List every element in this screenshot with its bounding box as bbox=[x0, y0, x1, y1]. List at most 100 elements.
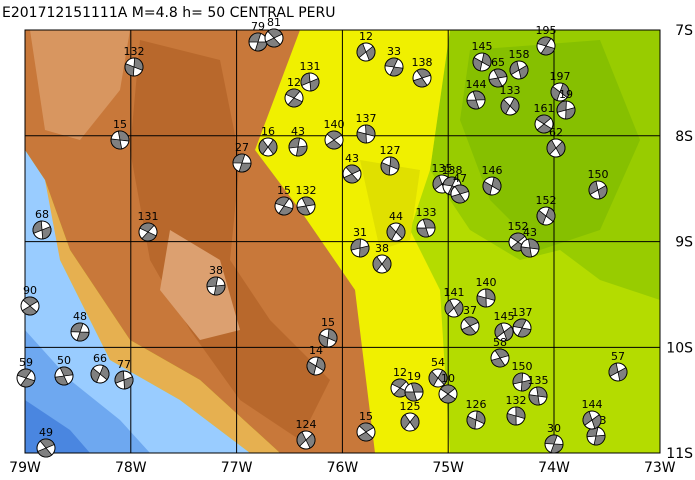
compression-quadrant bbox=[325, 130, 343, 150]
focal-mechanism bbox=[32, 220, 52, 240]
compression-quadrant bbox=[356, 124, 376, 144]
depth-label: 48 bbox=[73, 310, 87, 323]
focal-mechanism bbox=[54, 366, 74, 386]
depth-label: 195 bbox=[536, 24, 557, 37]
focal-mechanism bbox=[248, 32, 268, 52]
compression-quadrant bbox=[90, 365, 110, 383]
focal-mechanism bbox=[372, 254, 392, 274]
depth-label: 47 bbox=[453, 172, 467, 185]
compression-quadrant bbox=[37, 438, 55, 458]
depth-label: 133 bbox=[416, 206, 437, 219]
depth-label: 146 bbox=[482, 164, 503, 177]
focal-mechanism bbox=[20, 296, 40, 316]
depth-label: 65 bbox=[491, 56, 505, 69]
depth-label: 126 bbox=[466, 398, 487, 411]
focal-mechanism bbox=[206, 276, 226, 296]
focal-mechanism bbox=[114, 370, 134, 390]
focal-mechanism bbox=[386, 222, 406, 242]
focal-mechanism bbox=[356, 124, 376, 144]
focal-mechanism bbox=[476, 288, 496, 308]
focal-mechanism bbox=[556, 100, 576, 120]
depth-label: 15 bbox=[277, 184, 291, 197]
compression-quadrant bbox=[444, 299, 464, 317]
compression-quadrant bbox=[356, 43, 376, 61]
lat-label: 8S bbox=[675, 129, 693, 145]
compression-quadrant bbox=[258, 139, 278, 155]
map-frame bbox=[24, 29, 661, 454]
depth-label: 81 bbox=[267, 16, 281, 29]
compression-quadrant bbox=[32, 220, 52, 240]
focal-mechanism bbox=[16, 368, 36, 388]
depth-label: 30 bbox=[547, 422, 561, 435]
compression-quadrant bbox=[536, 207, 556, 225]
depth-label: 33 bbox=[387, 45, 401, 58]
depth-label: 57 bbox=[611, 350, 625, 363]
focal-mechanism bbox=[438, 384, 458, 404]
compression-quadrant bbox=[296, 431, 316, 449]
focal-mechanism bbox=[350, 238, 370, 258]
compression-quadrant bbox=[285, 88, 303, 108]
depth-label: 43 bbox=[291, 125, 305, 138]
compression-quadrant bbox=[490, 348, 510, 368]
focal-mechanism bbox=[534, 114, 554, 134]
focal-mechanism bbox=[384, 57, 404, 77]
compression-quadrant bbox=[54, 366, 74, 386]
focal-mechanism bbox=[528, 386, 548, 406]
focal-mechanism bbox=[356, 42, 376, 62]
focal-mechanism bbox=[124, 57, 144, 77]
depth-label: 38 bbox=[375, 242, 389, 255]
depth-label: 58 bbox=[493, 336, 507, 349]
depth-label: 68 bbox=[35, 208, 49, 221]
compression-quadrant bbox=[16, 368, 36, 388]
compression-quadrant bbox=[461, 316, 479, 336]
focal-mechanism bbox=[428, 368, 448, 388]
depth-label: 19 bbox=[559, 88, 573, 101]
depth-label: 15 bbox=[359, 410, 373, 423]
focal-mechanism bbox=[536, 206, 556, 226]
compression-quadrant bbox=[500, 97, 520, 115]
depth-label: 44 bbox=[389, 210, 403, 223]
depth-label: 43 bbox=[345, 152, 359, 165]
compression-quadrant bbox=[357, 422, 375, 442]
compression-quadrant bbox=[372, 256, 392, 272]
lon-label: 76W bbox=[327, 460, 359, 476]
focal-mechanism bbox=[324, 130, 344, 150]
compression-quadrant bbox=[400, 414, 420, 430]
depth-label: 135 bbox=[432, 162, 453, 175]
focal-mechanism bbox=[404, 382, 424, 402]
depth-label: 144 bbox=[466, 78, 487, 91]
compression-quadrant bbox=[608, 362, 628, 382]
depth-label: 27 bbox=[235, 141, 249, 154]
depth-label: 150 bbox=[512, 360, 533, 373]
compression-quadrant bbox=[528, 386, 548, 406]
depth-label: 50 bbox=[57, 354, 71, 367]
focal-mechanism bbox=[342, 164, 362, 184]
compression-quadrant bbox=[512, 372, 532, 392]
depth-label: 131 bbox=[300, 60, 321, 73]
focal-mechanism bbox=[494, 322, 514, 342]
focal-mechanism bbox=[318, 328, 338, 348]
focal-mechanism bbox=[550, 82, 570, 102]
compression-quadrant bbox=[472, 52, 492, 72]
depth-label: 161 bbox=[534, 102, 555, 115]
focal-mechanism bbox=[582, 410, 602, 430]
compression-quadrant bbox=[476, 288, 496, 308]
focal-mechanism bbox=[500, 96, 520, 116]
axis-labels: 79W 78W 77W 76W 75W 74W 73W 7S 8S 9S 10S 11S bbox=[9, 23, 693, 476]
compression-quadrant bbox=[343, 164, 361, 184]
compression-quadrant bbox=[556, 100, 576, 120]
compression-quadrant bbox=[582, 410, 602, 430]
focal-mechanism bbox=[512, 372, 532, 392]
depth-label: 197 bbox=[550, 70, 571, 83]
focal-mechanism bbox=[380, 156, 400, 176]
lon-label: 74W bbox=[538, 460, 570, 476]
focal-mechanism bbox=[450, 184, 470, 204]
focal-mechanism bbox=[356, 422, 376, 442]
depth-label: 38 bbox=[209, 264, 223, 277]
depth-label: 131 bbox=[138, 210, 159, 223]
compression-quadrant bbox=[124, 57, 144, 77]
focal-mechanism bbox=[488, 68, 508, 88]
depth-label: 124 bbox=[296, 418, 317, 431]
lat-label: 7S bbox=[675, 23, 693, 39]
compression-quadrant bbox=[439, 384, 457, 404]
